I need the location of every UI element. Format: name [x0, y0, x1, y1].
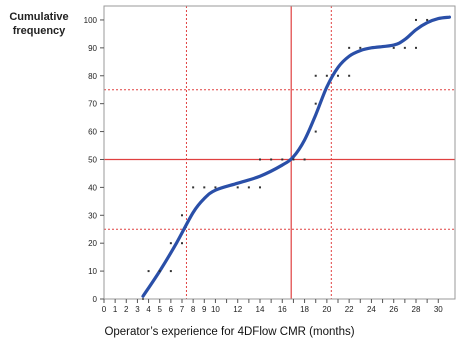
x-tick-label: 22 — [345, 305, 354, 314]
data-point — [415, 46, 417, 49]
y-tick-label: 20 — [88, 239, 97, 248]
data-point — [337, 74, 339, 77]
y-axis-label-line-1: Cumulative — [9, 11, 69, 23]
data-point — [314, 102, 317, 105]
data-point — [259, 158, 261, 161]
data-point — [247, 186, 250, 189]
y-tick-label: 100 — [84, 16, 98, 25]
x-tick-label: 0 — [102, 305, 107, 314]
y-axis-label-line-2: frequency — [12, 25, 66, 37]
data-point — [348, 74, 351, 77]
data-point — [203, 186, 206, 189]
x-tick-label: 1 — [113, 305, 118, 314]
data-point — [325, 74, 328, 77]
y-tick-label: 70 — [88, 100, 97, 109]
y-tick-label: 80 — [88, 72, 97, 81]
x-tick-label: 2 — [124, 305, 129, 314]
y-axis-label: Cumulative frequency — [4, 10, 74, 38]
data-point — [181, 214, 183, 217]
y-tick-label: 50 — [88, 155, 97, 164]
fitted-curve — [141, 15, 452, 298]
data-point — [259, 186, 261, 189]
y-tick-label: 10 — [88, 267, 97, 276]
data-point — [236, 186, 239, 189]
x-axis-label: Operator’s experience for 4DFlow CMR (mo… — [104, 326, 355, 338]
data-point — [392, 46, 395, 49]
data-points — [142, 18, 429, 300]
y-tick-label: 90 — [88, 44, 97, 53]
reference-lines — [104, 6, 455, 299]
x-tick-label: 20 — [322, 305, 331, 314]
y-tick-label: 30 — [88, 211, 97, 220]
data-point — [158, 270, 161, 273]
x-tick-label: 26 — [389, 305, 398, 314]
data-point — [169, 270, 172, 273]
data-point — [426, 18, 429, 21]
x-tick-label: 3 — [135, 305, 140, 314]
data-point — [415, 18, 417, 21]
data-point — [214, 186, 217, 189]
data-point — [270, 158, 273, 161]
data-point — [314, 130, 317, 133]
x-tick-label: 7 — [180, 305, 185, 314]
data-point — [292, 158, 295, 161]
cumulative-curve — [141, 15, 452, 298]
y-tick-label: 40 — [88, 183, 97, 192]
data-point — [147, 270, 150, 273]
data-point — [403, 46, 406, 49]
data-point — [314, 74, 317, 77]
x-tick-label: 24 — [367, 305, 376, 314]
data-point — [181, 242, 183, 245]
data-point — [359, 46, 362, 49]
data-point — [303, 158, 306, 161]
x-tick-label: 16 — [278, 305, 287, 314]
x-tick-label: 14 — [256, 305, 265, 314]
data-point — [192, 186, 195, 189]
x-tick-label: 10 — [211, 305, 220, 314]
data-point — [281, 158, 284, 161]
plot-frame — [103, 5, 456, 300]
x-tick-label: 6 — [169, 305, 174, 314]
x-tick-label: 30 — [434, 305, 443, 314]
x-tick-label: 5 — [157, 305, 162, 314]
x-tick-label: 9 — [202, 305, 207, 314]
y-tick-label: 60 — [88, 128, 97, 137]
y-tick-label: 0 — [93, 295, 98, 304]
data-point — [169, 242, 172, 245]
data-point — [348, 46, 351, 49]
x-tick-label: 18 — [300, 305, 309, 314]
x-tick-label: 28 — [412, 305, 421, 314]
x-tick-label: 8 — [191, 305, 196, 314]
x-tick-label: 4 — [146, 305, 151, 314]
x-tick-label: 12 — [233, 305, 242, 314]
